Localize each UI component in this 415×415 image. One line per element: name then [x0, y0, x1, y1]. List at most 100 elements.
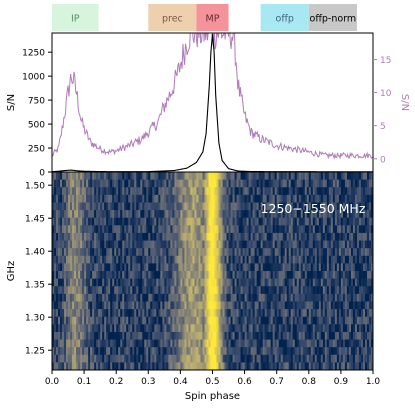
spectrum-cell — [198, 194, 201, 203]
spectrum-cell — [300, 309, 304, 318]
spectrum-cell — [66, 172, 69, 181]
spectrum-cell — [90, 255, 93, 264]
spectrum-cell — [96, 187, 99, 196]
spectrum-cell — [156, 301, 159, 310]
spectrum-cell — [118, 347, 121, 356]
spectrum-cell — [282, 210, 286, 219]
spectrum-cell — [264, 255, 268, 264]
spectrum-cell — [370, 255, 374, 264]
spectrum-cell — [92, 324, 95, 333]
spectrum-cell — [242, 194, 245, 203]
spectrum-cell — [186, 255, 189, 264]
spectrum-cell — [170, 248, 173, 257]
spectrum-cell — [366, 172, 370, 181]
spectrum-cell — [338, 187, 342, 196]
spectrum-cell — [274, 324, 278, 333]
spectrum-cell — [104, 362, 107, 371]
spectrum-cell — [222, 240, 225, 249]
spectrum-cell — [192, 248, 195, 257]
spectrum-cell — [112, 202, 115, 211]
spectrum-cell — [144, 210, 147, 219]
spectrum-cell — [176, 225, 179, 234]
spectrum-cell — [312, 263, 316, 272]
spectrum-cell — [148, 202, 151, 211]
spectrum-cell — [104, 263, 107, 272]
spectrum-cell — [172, 248, 175, 257]
spectrum-cell — [262, 293, 266, 302]
spectrum-cell — [148, 331, 151, 340]
spectrum-cell — [368, 232, 372, 241]
spectrum-cell — [194, 354, 197, 363]
spectrum-cell — [254, 179, 258, 188]
spectrum-cell — [136, 202, 139, 211]
spectrum-cell — [248, 309, 252, 318]
spectrum-cell — [304, 179, 308, 188]
spectrum-cell — [232, 339, 235, 348]
spectrum-cell — [208, 225, 211, 234]
spectrum-cell — [186, 210, 189, 219]
spectrum-cell — [314, 187, 318, 196]
spectrum-cell — [270, 210, 274, 219]
spectrum-cell — [322, 271, 326, 280]
spectrum-y-tick-label: 1.45 — [25, 215, 45, 225]
spectrum-cell — [308, 339, 312, 348]
spectrum-cell — [364, 347, 368, 356]
spectrum-cell — [270, 301, 274, 310]
spectrum-cell — [314, 179, 318, 188]
spectrum-cell — [74, 263, 77, 272]
spectrum-cell — [272, 293, 276, 302]
spectrum-cell — [102, 225, 105, 234]
spectrum-cell — [86, 354, 89, 363]
spectrum-cell — [188, 271, 191, 280]
spectrum-cell — [80, 362, 83, 371]
spectrum-cell — [122, 187, 125, 196]
spectrum-cell — [238, 210, 241, 219]
spectrum-cell — [128, 217, 131, 226]
spectrum-cell — [230, 286, 233, 295]
spectrum-cell — [258, 263, 262, 272]
spectrum-cell — [200, 339, 203, 348]
spectrum-cell — [254, 331, 258, 340]
spectrum-cell — [152, 172, 155, 181]
spectrum-cell — [200, 240, 203, 249]
spectrum-cell — [336, 331, 340, 340]
spectrum-cell — [76, 210, 79, 219]
spectrum-cell — [156, 210, 159, 219]
spectrum-cell — [162, 354, 165, 363]
spectrum-cell — [256, 240, 260, 249]
spectrum-cell — [62, 331, 65, 340]
profile-y-tick-label: 750 — [28, 97, 45, 107]
spectrum-cell — [222, 232, 225, 241]
spectrum-cell — [122, 316, 125, 325]
spectrum-cell — [190, 263, 193, 272]
spectrum-cell — [192, 172, 195, 181]
spectrum-cell — [292, 232, 296, 241]
spectrum-cell — [284, 240, 288, 249]
spectrum-cell — [232, 194, 235, 203]
spectrum-cell — [120, 278, 123, 287]
spectrum-cell — [304, 172, 308, 181]
spectrum-cell — [72, 210, 75, 219]
spectrum-cell — [224, 309, 227, 318]
spectrum-cell — [62, 347, 65, 356]
spectrum-cell — [306, 179, 310, 188]
spectrum-cell — [178, 240, 181, 249]
spectrum-cell — [334, 347, 338, 356]
spectrum-cell — [106, 347, 109, 356]
x-axis-label: Spin phase — [185, 391, 240, 402]
spectrum-cell — [324, 225, 328, 234]
spectrum-cell — [278, 309, 282, 318]
spectrum-cell — [114, 316, 117, 325]
spectrum-cell — [324, 339, 328, 348]
spectrum-cell — [116, 271, 119, 280]
spectrum-cell — [250, 301, 254, 310]
spectrum-cell — [316, 225, 320, 234]
spectrum-cell — [244, 324, 248, 333]
spectrum-cell — [236, 286, 239, 295]
spectrum-cell — [300, 339, 304, 348]
spectrum-cell — [244, 362, 248, 371]
spectrum-cell — [340, 210, 344, 219]
spectrum-cell — [128, 278, 131, 287]
spectrum-cell — [356, 263, 360, 272]
spectrum-cell — [246, 172, 250, 181]
